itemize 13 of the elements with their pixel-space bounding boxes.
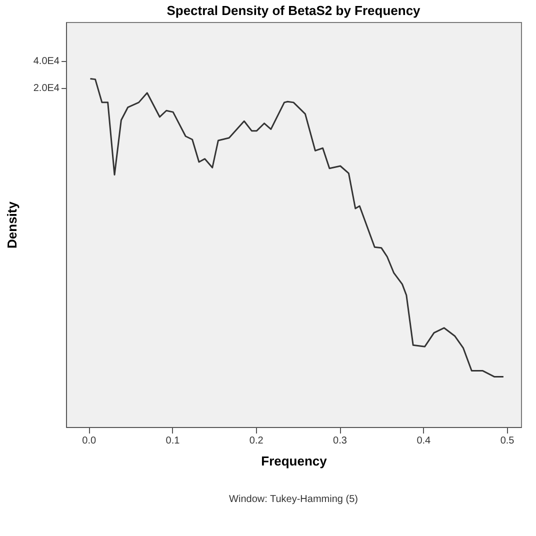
chart-title: Spectral Density of BetaS2 by Frequency xyxy=(166,3,422,18)
line-series xyxy=(90,78,504,378)
text: Window: Tukey-Hamming (5) xyxy=(229,494,358,505)
x-tick-label: 0.2 xyxy=(249,436,264,446)
x-tick-label: 0.0 xyxy=(82,436,96,446)
x-tick-label: 0.3 xyxy=(333,436,348,446)
x-tick-label: 0.1 xyxy=(166,436,180,446)
x-tick-label: 0.5 xyxy=(500,436,515,446)
y-tick-label: 2.0E4 xyxy=(33,83,60,94)
y-axis-title: Density xyxy=(4,200,20,248)
y-tick-label: 4.0E4 xyxy=(33,56,60,68)
x-tick-label: 0.4 xyxy=(416,436,432,446)
x-axis-title: Frequency xyxy=(261,454,328,468)
